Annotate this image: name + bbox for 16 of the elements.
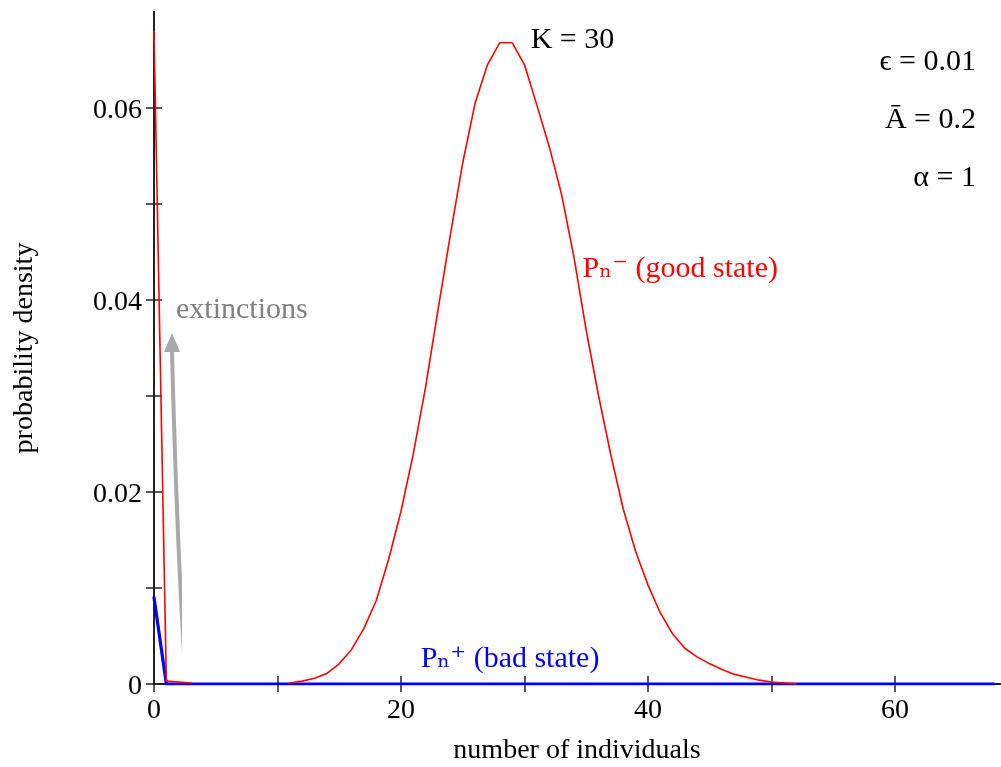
y-tick-label: 0.04 — [93, 284, 142, 316]
annotation: Ā = 0.2 — [884, 100, 976, 134]
annotation: K = 30 — [530, 21, 615, 55]
x-tick-label: 40 — [634, 692, 663, 724]
series-label: Pₙ⁺ (bad state) — [420, 639, 600, 674]
annotation: ϵ = 0.01 — [879, 42, 976, 76]
y-tick-label: 0.06 — [93, 92, 142, 124]
y-tick-label: 0.02 — [93, 476, 142, 508]
x-axis-title: number of individuals — [453, 732, 701, 764]
x-tick-label: 20 — [387, 692, 416, 724]
y-tick-label: 0 — [128, 668, 142, 700]
y-axis-title: probability density — [6, 242, 38, 454]
annotation: α = 1 — [913, 158, 976, 192]
annotation: extinctions — [176, 290, 308, 324]
series-label: Pₙ⁻ (good state) — [582, 250, 778, 285]
x-tick-label: 60 — [881, 692, 910, 724]
